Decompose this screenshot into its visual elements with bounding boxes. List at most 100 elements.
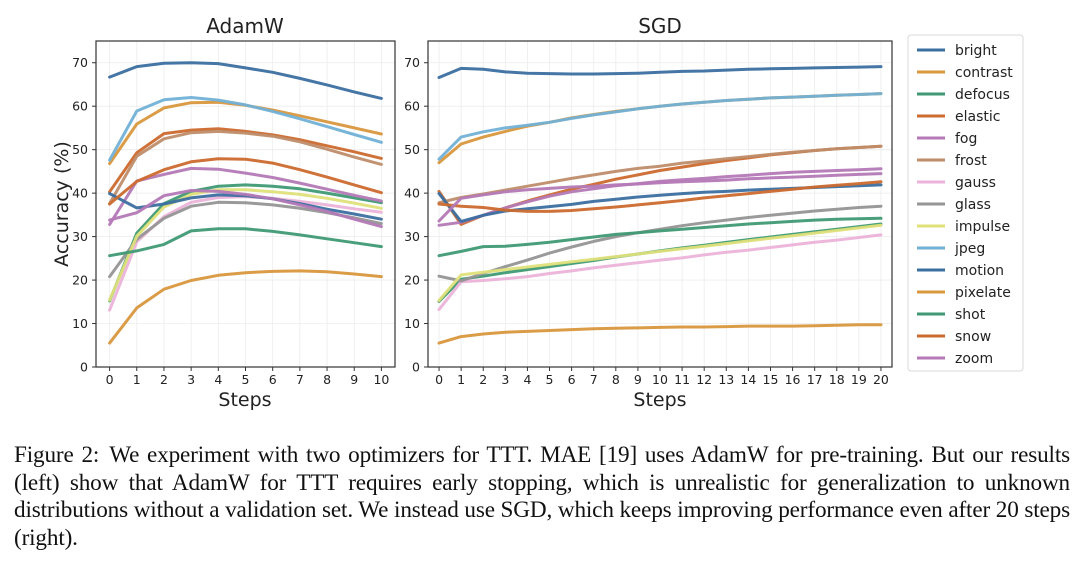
x-tick-label: 4 (214, 372, 222, 387)
chart-sgd: 0 1 2 3 4 5 6 7 8 9 10 11 12 13 14 15 16 17 18 19 20 0102030… (404, 14, 893, 411)
y-tick-label: 10 (404, 316, 420, 331)
y-tick-label: 0 (412, 360, 420, 375)
x-tick-label: 3 (187, 372, 195, 387)
x-tick-label: 16 (785, 372, 801, 387)
legend-frame (907, 34, 1024, 372)
x-tick-label: 7 (296, 372, 304, 387)
x-tick-label: 4 (523, 372, 531, 387)
legend-label-shot: shot (955, 307, 986, 323)
series-line-glass (437, 204, 883, 283)
series-line-frost (108, 129, 383, 206)
y-tick-label: 70 (72, 55, 88, 70)
series-line-snow (437, 180, 883, 213)
x-tick-label: 5 (546, 372, 554, 387)
y-tick-label: 30 (72, 229, 88, 244)
x-tick-label: 6 (568, 372, 576, 387)
series-line-bright (437, 65, 883, 79)
series-line-snow (108, 157, 383, 206)
legend-label-bright: bright (955, 43, 997, 59)
y-axis-label: Accuracy (%) (51, 141, 73, 267)
x-tick-label: 0 (106, 372, 114, 387)
legend-label-motion: motion (955, 263, 1004, 279)
x-tick-label: 8 (612, 372, 620, 387)
y-ticks: 0 10 20 30 40 50 60 70 (72, 55, 96, 375)
series-line-jpeg (108, 96, 383, 162)
x-tick-label: 14 (740, 372, 756, 387)
series-line-pixelate (437, 323, 883, 345)
x-ticks: 0 1 2 3 4 5 6 7 8 9 10 (106, 367, 389, 387)
y-tick-label: 30 (404, 229, 420, 244)
x-tick-label: 2 (479, 372, 487, 387)
caption-label: Figure 2: (14, 442, 100, 468)
x-tick-label: 5 (242, 372, 250, 387)
y-tick-label: 60 (404, 99, 420, 114)
series-line-impulse (437, 223, 883, 302)
series-line-frost (437, 144, 883, 205)
series-lines (437, 65, 883, 345)
x-tick-label: 2 (160, 372, 168, 387)
series-line-impulse (108, 188, 383, 302)
y-tick-label: 0 (80, 360, 88, 375)
figure-caption: Figure 2: We experiment with two optimize… (14, 442, 1070, 552)
x-tick-label: 17 (807, 372, 823, 387)
x-tick-label: 19 (851, 372, 867, 387)
x-axis-label: Steps (218, 389, 271, 411)
x-tick-label: 1 (457, 372, 465, 387)
legend-label-elastic: elastic (955, 109, 1000, 125)
x-ticks: 0 1 2 3 4 5 6 7 8 9 10 11 12 13 14 15 16 17 18 19 20 (435, 367, 889, 387)
chart-adamw: 0 1 2 3 4 5 6 7 8 9 10 0 10 20 30 40 50 60 70 AdamW Steps… (51, 14, 396, 411)
legend-entries: bright contrast defocus elastic fog frost gaus… (917, 43, 1013, 367)
x-tick-label: 7 (590, 372, 598, 387)
x-tick-label: 10 (652, 372, 668, 387)
x-tick-label: 20 (873, 372, 889, 387)
legend-label-jpeg: jpeg (954, 241, 985, 257)
legend-label-glass: glass (955, 197, 991, 213)
series-line-pixelate (108, 269, 383, 345)
x-tick-label: 1 (133, 372, 141, 387)
y-ticks: 0 10 20 30 40 50 60 70 (404, 55, 428, 375)
x-tick-label: 3 (501, 372, 509, 387)
series-line-fog (108, 166, 383, 226)
x-tick-label: 13 (718, 372, 734, 387)
x-tick-label: 9 (634, 372, 642, 387)
x-tick-label: 9 (350, 372, 358, 387)
legend-label-contrast: contrast (955, 65, 1013, 81)
x-tick-label: 18 (829, 372, 845, 387)
legend-label-pixelate: pixelate (955, 285, 1011, 301)
legend-label-frost: frost (955, 153, 987, 169)
series-line-elastic (108, 127, 383, 194)
y-tick-label: 50 (72, 142, 88, 157)
x-tick-label: 0 (435, 372, 443, 387)
series-lines (108, 61, 383, 345)
x-axis-label: Steps (633, 389, 686, 411)
series-line-jpeg (437, 92, 883, 161)
legend: bright contrast defocus elastic fog frost gaus… (907, 34, 1024, 372)
legend-label-defocus: defocus (955, 87, 1010, 103)
x-tick-label: 10 (373, 372, 389, 387)
x-tick-label: 11 (674, 372, 690, 387)
x-tick-label: 6 (269, 372, 277, 387)
y-tick-label: 20 (404, 273, 420, 288)
y-tick-label: 60 (72, 99, 88, 114)
series-line-shot (437, 216, 883, 258)
y-tick-label: 70 (404, 55, 420, 70)
y-tick-label: 10 (72, 316, 88, 331)
x-tick-label: 8 (323, 372, 331, 387)
legend-label-snow: snow (955, 329, 991, 345)
x-tick-label: 12 (696, 372, 712, 387)
series-line-defocus (108, 183, 383, 303)
y-tick-label: 50 (404, 142, 420, 157)
series-line-gauss (437, 233, 883, 312)
chart-title: AdamW (206, 14, 284, 38)
series-line-shot (108, 227, 383, 258)
legend-label-fog: fog (955, 131, 977, 147)
series-line-bright (108, 61, 383, 100)
y-tick-label: 40 (72, 186, 88, 201)
x-tick-label: 15 (763, 372, 779, 387)
series-line-zoom (437, 172, 883, 223)
chart-title: SGD (638, 14, 682, 38)
y-tick-label: 20 (72, 273, 88, 288)
legend-label-gauss: gauss (955, 175, 996, 191)
caption-text: We experiment with two optimizers for TT… (14, 442, 1070, 551)
